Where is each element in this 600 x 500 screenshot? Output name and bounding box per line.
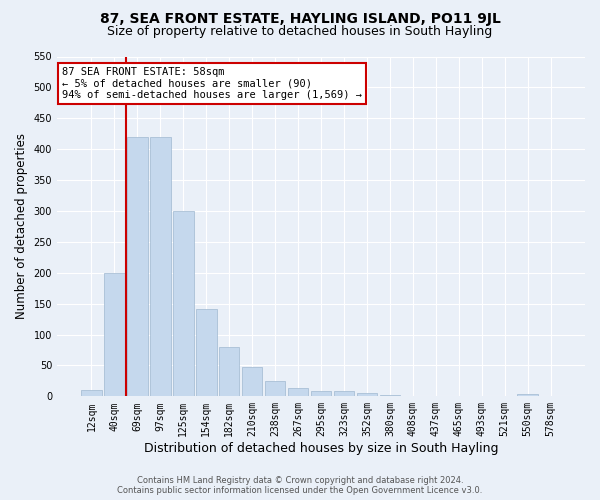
Bar	[334, 392, 355, 396]
Bar	[219, 347, 239, 397]
Bar	[380, 395, 400, 396]
Bar	[173, 211, 194, 396]
Bar	[104, 273, 125, 396]
Bar	[517, 394, 538, 396]
Bar	[265, 381, 286, 396]
Bar	[242, 366, 262, 396]
Bar	[288, 388, 308, 396]
Text: Contains HM Land Registry data © Crown copyright and database right 2024.
Contai: Contains HM Land Registry data © Crown c…	[118, 476, 482, 495]
Bar	[356, 393, 377, 396]
Bar	[127, 137, 148, 396]
Bar	[150, 137, 170, 396]
Text: Size of property relative to detached houses in South Hayling: Size of property relative to detached ho…	[107, 25, 493, 38]
Text: 87, SEA FRONT ESTATE, HAYLING ISLAND, PO11 9JL: 87, SEA FRONT ESTATE, HAYLING ISLAND, PO…	[100, 12, 500, 26]
Bar	[81, 390, 102, 396]
Bar	[196, 308, 217, 396]
X-axis label: Distribution of detached houses by size in South Hayling: Distribution of detached houses by size …	[144, 442, 498, 455]
Text: 87 SEA FRONT ESTATE: 58sqm
← 5% of detached houses are smaller (90)
94% of semi-: 87 SEA FRONT ESTATE: 58sqm ← 5% of detac…	[62, 66, 362, 100]
Bar	[311, 392, 331, 396]
Y-axis label: Number of detached properties: Number of detached properties	[15, 134, 28, 320]
